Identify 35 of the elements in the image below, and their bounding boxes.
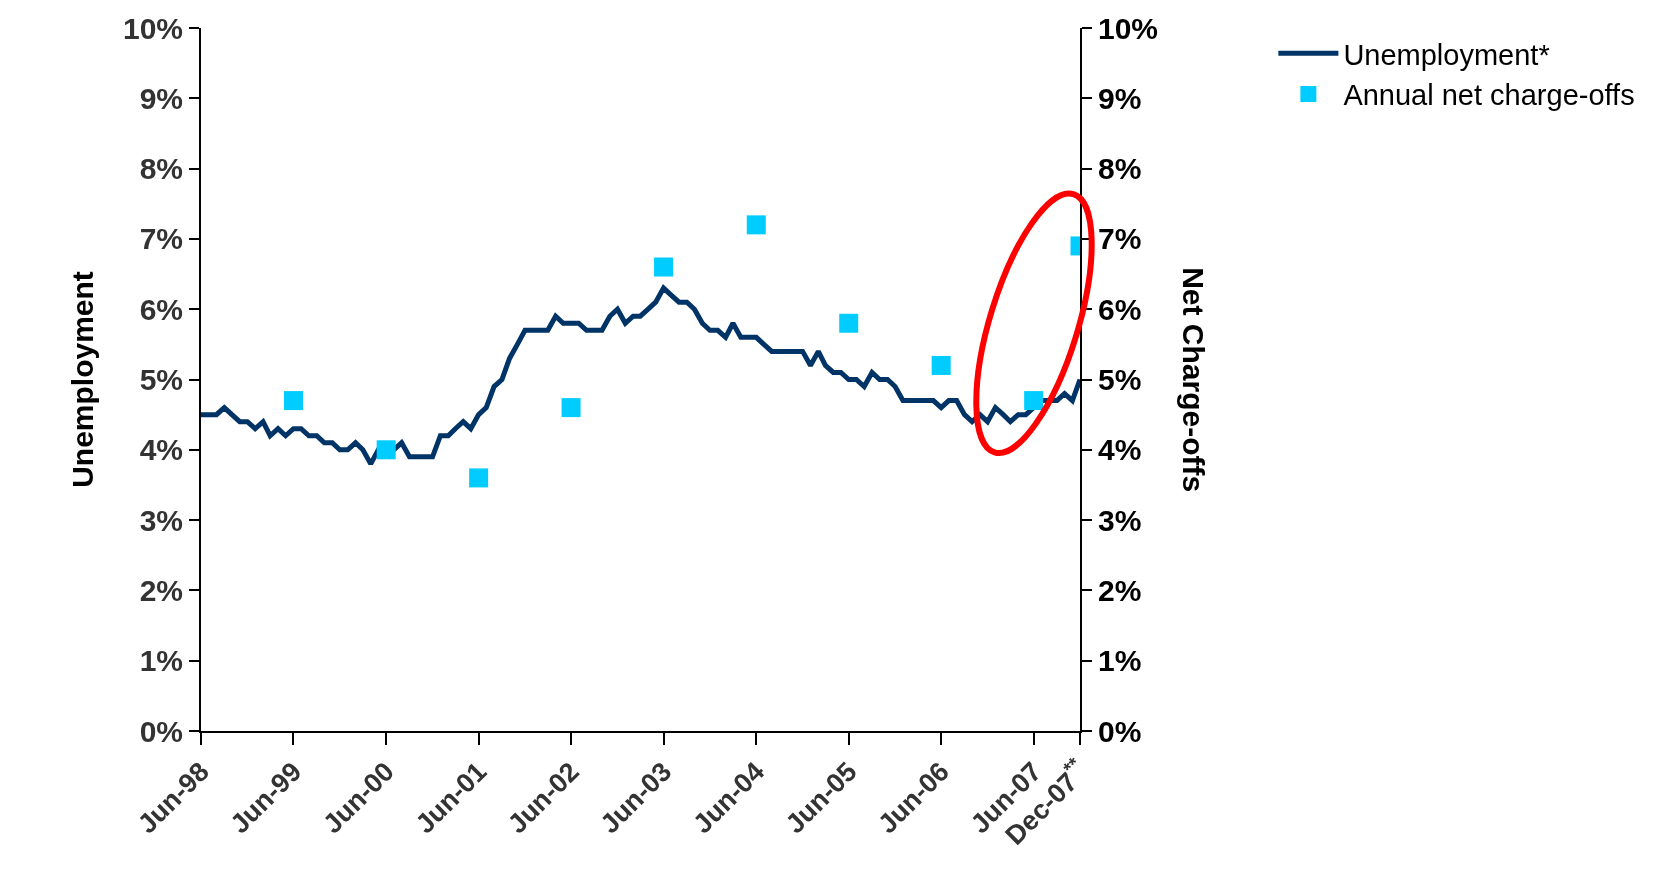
legend-label: Annual net charge-offs — [1343, 79, 1635, 112]
point — [283, 391, 303, 411]
y2-tick-label: 4% — [1098, 433, 1142, 467]
y-tick-label: 9% — [139, 81, 183, 115]
y2-tick-label: 5% — [1098, 363, 1142, 396]
y-tick-label: 5% — [139, 363, 183, 396]
y2-axis-title: Net Charge-offs — [1176, 267, 1210, 493]
point — [839, 313, 859, 333]
legend-label: Unemployment* — [1343, 38, 1550, 71]
y-tick-label: 7% — [139, 222, 183, 256]
point — [469, 468, 489, 488]
y-tick-label: 8% — [139, 152, 183, 186]
y2-tick-label: 8% — [1098, 152, 1142, 186]
point — [561, 398, 581, 418]
y-tick-label: 2% — [139, 573, 183, 607]
y-tick-label: 4% — [139, 433, 183, 467]
y-tick-label: 1% — [139, 644, 183, 678]
y2-tick-label: 1% — [1098, 644, 1142, 678]
y2-tick-label: 9% — [1098, 81, 1142, 115]
y2-tick-label: 0% — [1098, 714, 1142, 748]
y2-tick-label: 7% — [1098, 222, 1142, 256]
point — [1024, 391, 1044, 411]
y2-tick-label: 10% — [1098, 11, 1159, 45]
y2-tick-label: 2% — [1098, 573, 1142, 607]
y2-tick-label: 6% — [1098, 292, 1142, 326]
y-tick-label: 6% — [139, 292, 183, 326]
y-axis-title: Unemployment — [66, 271, 100, 488]
y-tick-label: 3% — [139, 503, 183, 537]
y2-tick-label: 3% — [1098, 503, 1142, 537]
point — [931, 355, 951, 375]
y-tick-label: 10% — [122, 11, 183, 45]
point — [654, 257, 674, 277]
point — [746, 215, 766, 235]
point — [376, 440, 396, 460]
y-tick-label: 0% — [139, 714, 183, 748]
